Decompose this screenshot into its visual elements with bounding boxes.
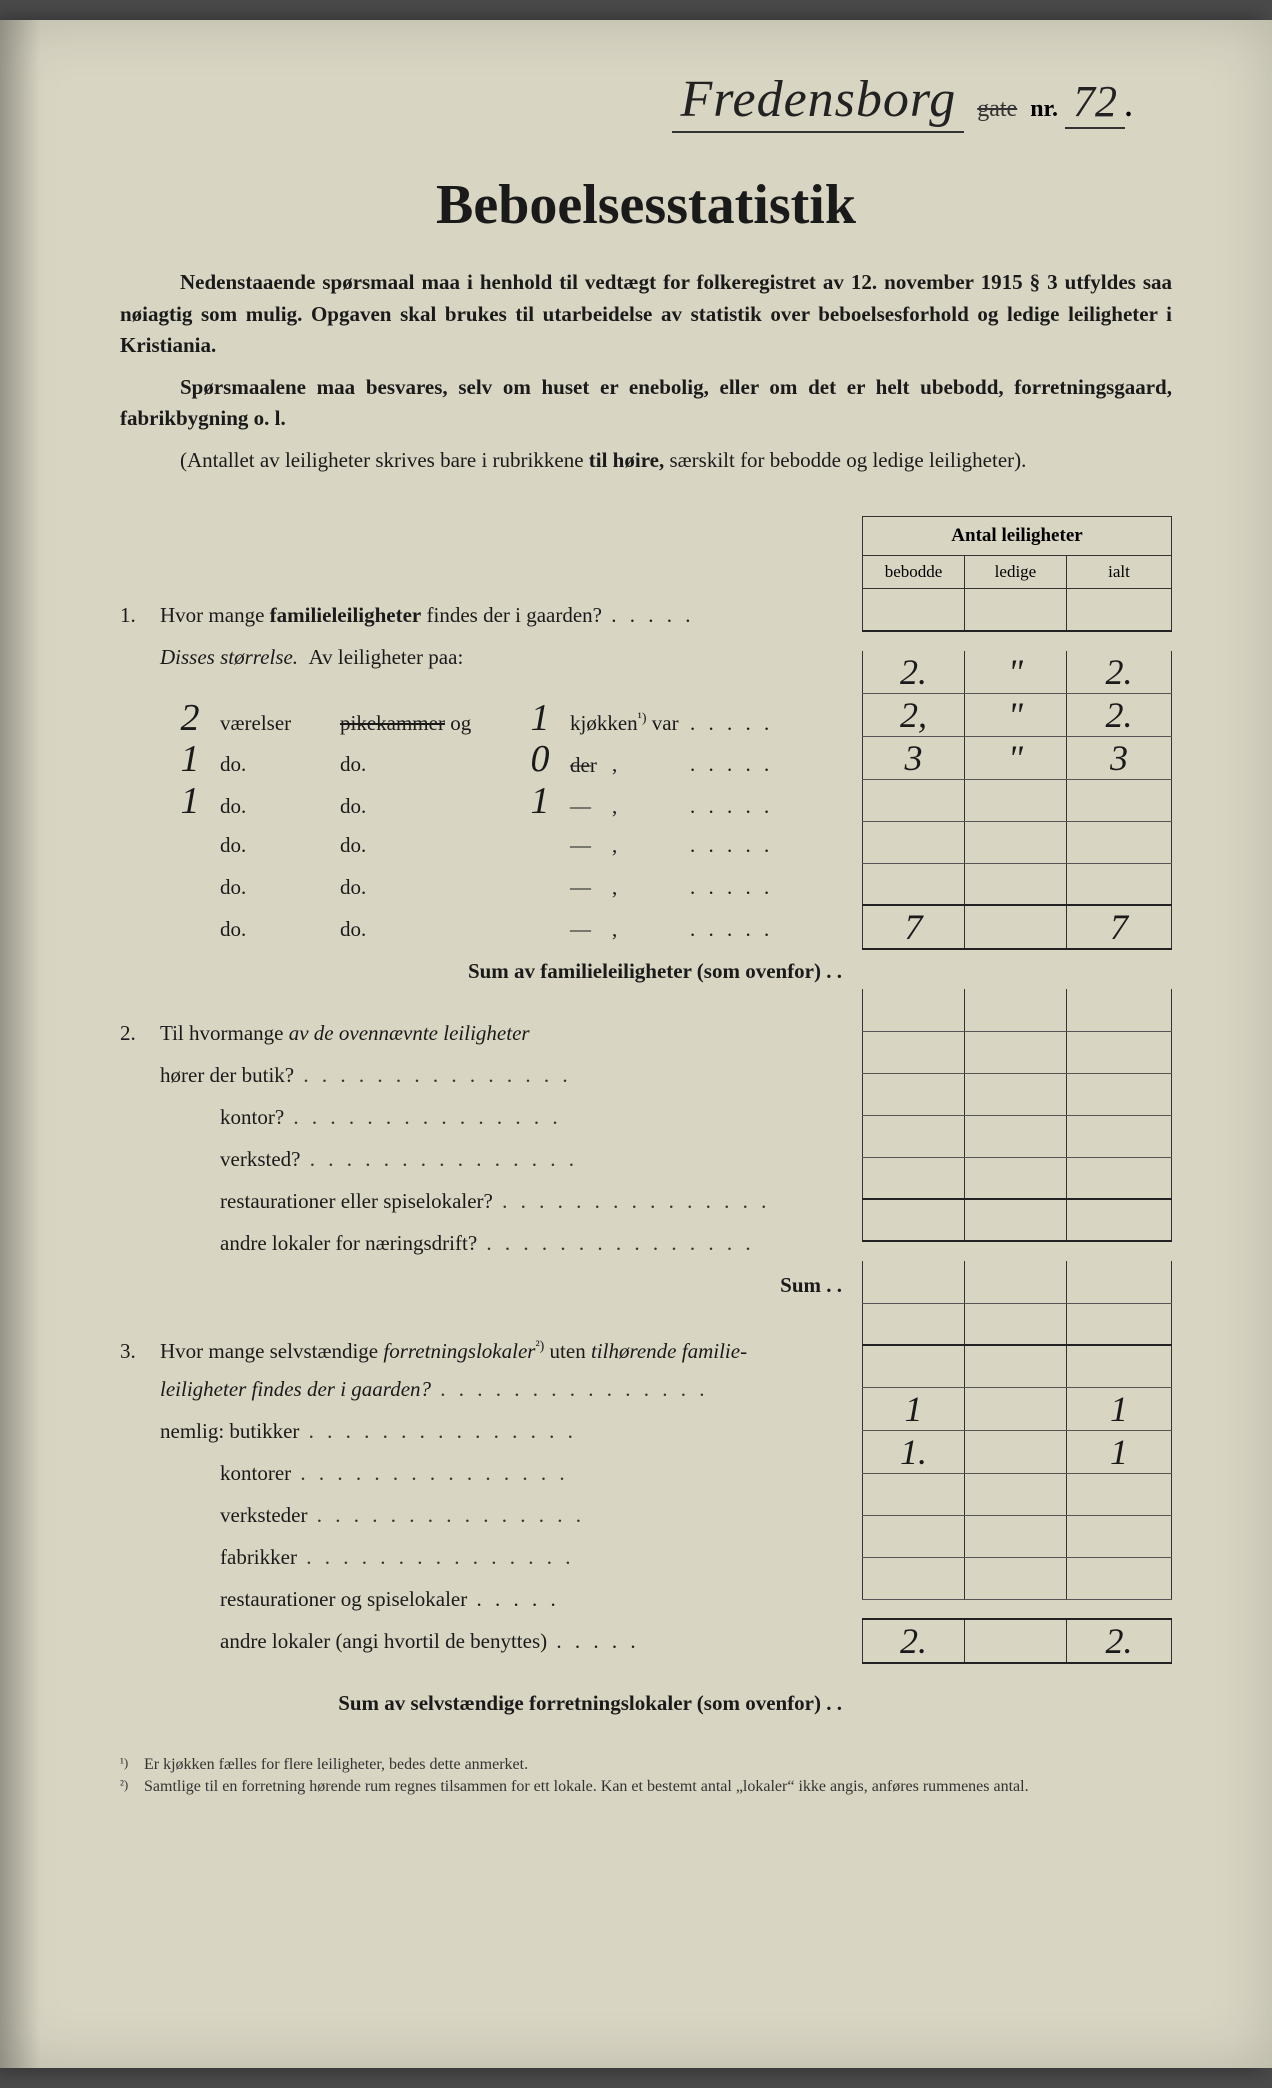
nr-label: nr. <box>1030 96 1058 122</box>
q3-row-2: 1.1 <box>863 1430 1172 1473</box>
q3-row-4 <box>863 1515 1172 1557</box>
q3-lead-b: leiligheter findes der i gaarden? <box>120 1368 852 1410</box>
q2-row-4 <box>863 1157 1172 1199</box>
q3-row-5 <box>863 1557 1172 1599</box>
intro-p1: Nedenstaaende spørsmaal maa i henhold ti… <box>120 267 1172 362</box>
q3-row-0 <box>863 1345 1172 1387</box>
q3-item-1: kontorer <box>120 1452 852 1494</box>
address-header: Fredensborg gate nr. 72. <box>120 70 1172 133</box>
q3-sum-row: 2.2. <box>863 1619 1172 1663</box>
q1-main-row <box>863 589 1172 631</box>
q1-size-row-2: 1do. do. 1 — , <box>120 782 852 824</box>
counts-table: Antal leiligheter bebodde ledige ialt 2.… <box>862 516 1172 1664</box>
q1-text: 1. Hvor mange familieleiligheter findes … <box>120 594 852 636</box>
q2-row-3 <box>863 1115 1172 1157</box>
q3-item-0: nemlig: butikker <box>120 1410 852 1452</box>
footnote-1: ¹)Er kjøkken fælles for flere leilighete… <box>120 1754 1172 1776</box>
street-number: 72 <box>1065 76 1125 129</box>
q3-lead-row-b <box>863 1303 1172 1345</box>
q3-item-5: andre lokaler (angi hvortil de benyttes) <box>120 1620 852 1662</box>
gate-label: gate <box>977 96 1017 122</box>
q2-item-3: restaurationer eller spiselokaler? <box>120 1180 852 1222</box>
footnote-2: ²)Samtlige til en forretning hørende rum… <box>120 1776 1172 1798</box>
q1-size-row-5: do.do. — , <box>120 908 852 950</box>
q1-row-1: 2,"2. <box>863 693 1172 736</box>
q2-item-4: andre lokaler for næringsdrift? <box>120 1222 852 1264</box>
q1-size-row-3: do.do. — , <box>120 824 852 866</box>
intro-p2: Spørsmaalene maa besvares, selv om huset… <box>120 372 1172 435</box>
q2-lead: 2. Til hvormange av de ovennævnte leilig… <box>120 1012 852 1054</box>
q1-size-row-1: 1do. do. 0 — , <box>120 740 852 782</box>
q2-row-1 <box>863 1031 1172 1073</box>
page-title: Beboelsesstatistik <box>120 173 1172 237</box>
q3-item-3: fabrikker <box>120 1536 852 1578</box>
form-body: Antal leiligheter bebodde ledige ialt 2.… <box>120 516 1172 1724</box>
q2-row-2 <box>863 1073 1172 1115</box>
q1-row-5 <box>863 863 1172 905</box>
q1-row-3 <box>863 779 1172 821</box>
q1-sum-label: Sum av familieleiligheter (som ovenfor) … <box>120 950 852 992</box>
q3-lead-row-a <box>863 1261 1172 1303</box>
col-ledige: ledige <box>964 556 1066 589</box>
q1-size-row-0: 2værelser pikekammer og 1 kjøkken¹) var … <box>120 698 852 740</box>
q1-row-2: 3"3 <box>863 736 1172 779</box>
q1-size-row-4: do.do. — , <box>120 866 852 908</box>
footnotes: ¹)Er kjøkken fælles for flere leilighete… <box>120 1754 1172 1799</box>
q2-row-0 <box>863 989 1172 1031</box>
questions-column: 1. Hvor mange familieleiligheter findes … <box>120 516 852 1724</box>
q1-sum-row: 77 <box>863 905 1172 949</box>
col-ialt: ialt <box>1066 556 1171 589</box>
q3-row-1: 11 <box>863 1387 1172 1430</box>
q2-item-1: kontor? <box>120 1096 852 1138</box>
q3-lead-a: 3. Hvor mange selvstændige forretningslo… <box>120 1326 852 1368</box>
q2-sum-label: Sum . . <box>120 1264 852 1306</box>
table-header-main: Antal leiligheter <box>863 517 1172 556</box>
q2-sum-row <box>863 1199 1172 1241</box>
q2-item-0: hører der butik? <box>120 1054 852 1096</box>
q3-row-3 <box>863 1473 1172 1515</box>
q1-row-4 <box>863 821 1172 863</box>
document-page: Fredensborg gate nr. 72. Beboelsesstatis… <box>0 20 1272 2068</box>
street-name: Fredensborg <box>672 70 964 133</box>
q3-item-4: restaurationer og spiselokaler <box>120 1578 852 1620</box>
q2-item-2: verksted? <box>120 1138 852 1180</box>
intro-p3: (Antallet av leiligheter skrives bare i … <box>120 445 1172 477</box>
q3-sum-label: Sum av selvstændige forretningslokaler (… <box>120 1682 852 1724</box>
q1-row-0: 2."2. <box>863 651 1172 694</box>
q1-sizes-label: Disses størrelse. Av leiligheter paa: <box>120 636 852 698</box>
col-bebodde: bebodde <box>863 556 965 589</box>
q3-item-2: verksteder <box>120 1494 852 1536</box>
